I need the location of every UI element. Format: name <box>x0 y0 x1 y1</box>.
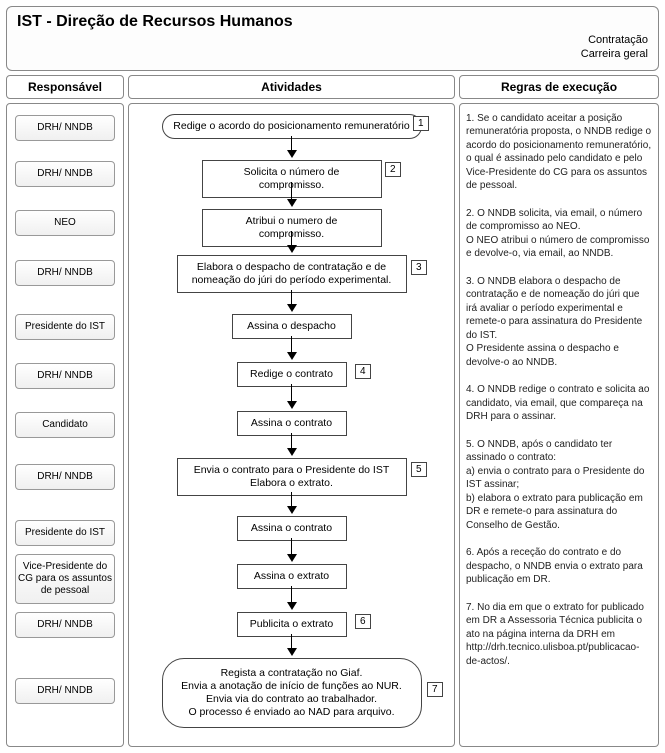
responsaveis-column: DRH/ NNDB DRH/ NNDB NEO DRH/ NNDB Presidente… <box>6 103 124 747</box>
flow-node: Elabora o despacho de contratação e de n… <box>177 255 407 293</box>
flow-step-number: 6 <box>355 614 371 629</box>
responsavel-pill: NEO <box>15 210 115 236</box>
responsavel-pill: DRH/ NNDB <box>15 464 115 490</box>
responsavel-pill: DRH/ NNDB <box>15 115 115 141</box>
responsavel-pill: Presidente do IST <box>15 314 115 340</box>
flow-step-number: 7 <box>427 682 443 697</box>
responsavel-pill: DRH/ NNDB <box>15 260 115 286</box>
responsavel-pill: DRH/ NNDB <box>15 678 115 704</box>
atividades-column: Redige o acordo do posicionamento remune… <box>128 103 455 747</box>
flow-step-number: 3 <box>411 260 427 275</box>
flow-step-number: 5 <box>411 462 427 477</box>
regra-text: 5. O NNDB, após o candidato ter assinado… <box>464 436 654 535</box>
header-frame: IST - Direção de Recursos Humanos Contra… <box>6 6 659 71</box>
regras-column: 1. Se o candidato aceitar a posição remu… <box>459 103 659 747</box>
responsavel-pill: DRH/ NNDB <box>15 363 115 389</box>
col-header-atividades: Atividades <box>128 75 455 99</box>
regra-text: 4. O NNDB redige o contrato e solicita a… <box>464 381 654 426</box>
header-sub1: Contratação <box>588 34 648 46</box>
page-title: IST - Direção de Recursos Humanos <box>17 13 648 31</box>
regra-text: 1. Se o candidato aceitar a posição remu… <box>464 110 654 195</box>
flow-step-number: 4 <box>355 364 371 379</box>
responsavel-pill: Presidente do IST <box>15 520 115 546</box>
flow-node: Envia o contrato para o Presidente do IS… <box>177 458 407 496</box>
header-subtitle: Contratação Carreira geral <box>17 33 648 62</box>
responsavel-pill: Vice-Presidente do CG para os assuntos d… <box>15 554 115 604</box>
responsavel-pill: DRH/ NNDB <box>15 161 115 187</box>
responsavel-pill: Candidato <box>15 412 115 438</box>
regra-text: 3. O NNDB elabora o despacho de contrata… <box>464 273 654 372</box>
regra-text: 2. O NNDB solicita, via email, o número … <box>464 205 654 263</box>
flow-node: Regista a contratação no Giaf.Envia a an… <box>162 658 422 729</box>
flow-step-number: 2 <box>385 162 401 177</box>
header-sub2: Carreira geral <box>581 48 648 60</box>
flow-step-number: 1 <box>413 116 429 131</box>
col-header-responsavel: Responsável <box>6 75 124 99</box>
col-header-regras: Regras de execução <box>459 75 659 99</box>
regra-text: 7. No dia em que o extrato for publicado… <box>464 599 654 671</box>
responsavel-pill: DRH/ NNDB <box>15 612 115 638</box>
regra-text: 6. Após a receção do contrato e do despa… <box>464 544 654 589</box>
